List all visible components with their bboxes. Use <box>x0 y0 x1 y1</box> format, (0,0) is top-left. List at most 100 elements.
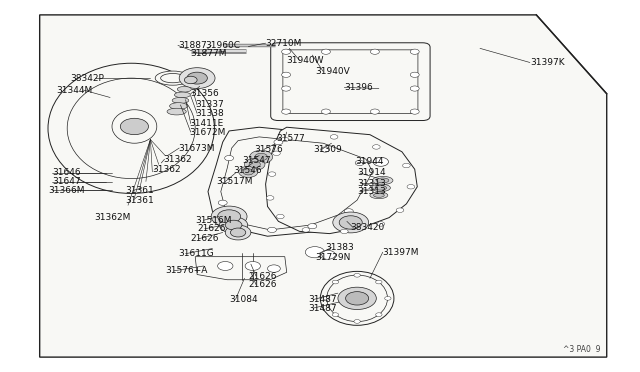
Circle shape <box>282 49 291 54</box>
Circle shape <box>362 184 371 189</box>
Circle shape <box>371 109 380 114</box>
Text: 31877M: 31877M <box>191 49 227 58</box>
Text: 31361: 31361 <box>125 196 154 205</box>
Text: 21626: 21626 <box>197 224 226 233</box>
Ellipse shape <box>167 108 186 115</box>
Text: 31397M: 31397M <box>383 248 419 257</box>
Circle shape <box>305 247 324 258</box>
Circle shape <box>268 172 276 176</box>
Circle shape <box>245 262 260 270</box>
Polygon shape <box>195 257 287 280</box>
Text: 31356: 31356 <box>191 89 220 98</box>
Circle shape <box>333 212 369 233</box>
Circle shape <box>230 228 246 237</box>
Text: 31672M: 31672M <box>189 128 225 137</box>
Circle shape <box>323 296 330 300</box>
Ellipse shape <box>174 92 191 98</box>
Circle shape <box>371 49 380 54</box>
Text: 31487: 31487 <box>308 304 337 312</box>
Text: 31517M: 31517M <box>216 177 253 186</box>
Circle shape <box>376 313 382 317</box>
Text: 31313: 31313 <box>357 179 386 187</box>
Text: 31366M: 31366M <box>48 186 84 195</box>
Text: 32710M: 32710M <box>266 39 302 48</box>
Circle shape <box>276 214 284 219</box>
Circle shape <box>250 150 273 164</box>
Circle shape <box>225 220 242 230</box>
Polygon shape <box>40 15 607 357</box>
Circle shape <box>377 222 385 226</box>
Text: 31576: 31576 <box>255 145 284 154</box>
Text: 31611G: 31611G <box>178 249 214 258</box>
Polygon shape <box>266 127 417 234</box>
Circle shape <box>308 224 317 229</box>
Ellipse shape <box>67 78 195 179</box>
Circle shape <box>403 163 410 168</box>
Text: 31411E: 31411E <box>189 119 223 128</box>
Text: 31577: 31577 <box>276 134 305 143</box>
Circle shape <box>221 178 230 183</box>
Circle shape <box>321 49 330 54</box>
Ellipse shape <box>156 71 191 85</box>
Circle shape <box>396 208 404 212</box>
Circle shape <box>218 210 241 223</box>
Text: 31084: 31084 <box>229 295 258 304</box>
Circle shape <box>354 320 360 323</box>
Text: 31960C: 31960C <box>205 41 240 50</box>
Text: 31646: 31646 <box>52 169 81 177</box>
Circle shape <box>266 196 274 200</box>
Text: 21626: 21626 <box>248 280 277 289</box>
Circle shape <box>407 185 415 189</box>
Circle shape <box>339 216 362 229</box>
Circle shape <box>211 206 247 227</box>
Circle shape <box>410 109 419 114</box>
Circle shape <box>410 72 419 77</box>
Circle shape <box>344 209 353 214</box>
Text: 31487: 31487 <box>308 295 337 304</box>
Text: 31547: 31547 <box>242 156 271 165</box>
Text: 31309: 31309 <box>314 145 342 154</box>
Ellipse shape <box>376 178 389 183</box>
Circle shape <box>255 153 268 161</box>
Circle shape <box>321 109 330 114</box>
Text: 21626: 21626 <box>248 272 277 280</box>
Text: 383420: 383420 <box>351 223 385 232</box>
Circle shape <box>268 265 280 272</box>
Ellipse shape <box>371 184 390 192</box>
Text: 31337: 31337 <box>195 100 224 109</box>
Text: 31944: 31944 <box>355 157 384 166</box>
Ellipse shape <box>170 103 188 109</box>
FancyBboxPatch shape <box>271 43 430 121</box>
Circle shape <box>234 219 243 224</box>
Ellipse shape <box>172 97 189 103</box>
Text: 31338: 31338 <box>195 109 224 118</box>
Circle shape <box>320 250 335 259</box>
Ellipse shape <box>372 176 393 185</box>
Text: 31362M: 31362M <box>95 213 131 222</box>
Circle shape <box>376 280 382 284</box>
Circle shape <box>249 161 260 168</box>
Ellipse shape <box>177 86 191 92</box>
Text: 31361: 31361 <box>125 186 154 195</box>
Circle shape <box>120 118 148 135</box>
Text: 31647: 31647 <box>52 177 81 186</box>
Circle shape <box>385 296 391 300</box>
Text: ^3 PA0  9: ^3 PA0 9 <box>563 345 600 354</box>
Text: 31362: 31362 <box>163 155 192 164</box>
Ellipse shape <box>375 186 387 190</box>
Circle shape <box>410 49 419 54</box>
Circle shape <box>218 262 233 270</box>
Text: 31914: 31914 <box>357 169 386 177</box>
Circle shape <box>332 280 339 284</box>
Circle shape <box>239 166 258 177</box>
Text: 31940W: 31940W <box>287 56 324 65</box>
Text: 31383: 31383 <box>325 243 354 252</box>
Circle shape <box>340 229 348 234</box>
Ellipse shape <box>112 110 157 143</box>
Circle shape <box>282 86 291 91</box>
Circle shape <box>373 157 388 166</box>
Circle shape <box>282 72 291 77</box>
Circle shape <box>274 140 283 145</box>
Circle shape <box>244 158 265 170</box>
Circle shape <box>355 160 364 166</box>
